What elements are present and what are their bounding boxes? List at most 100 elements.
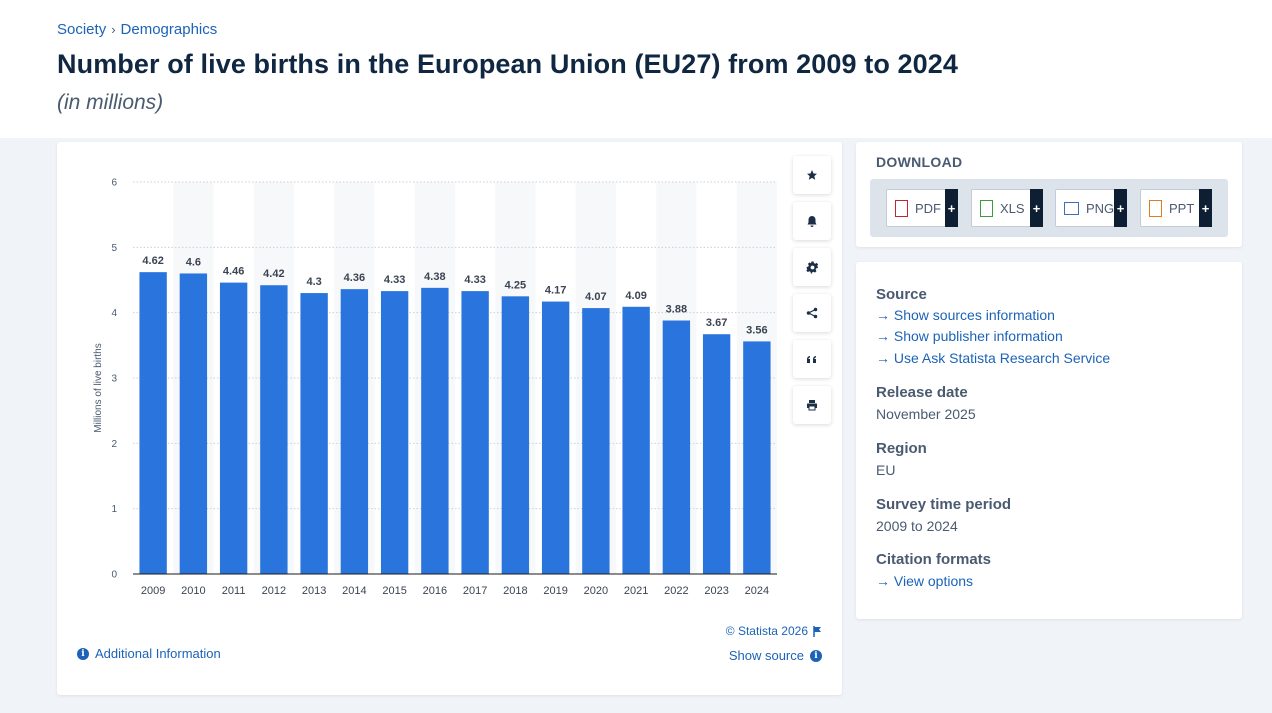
bar (139, 272, 167, 574)
bar (380, 291, 409, 574)
download-ppt-button[interactable]: PPT + (1140, 189, 1212, 227)
x-tick-label: 2014 (342, 585, 366, 597)
pdf-plus-icon: + (945, 189, 958, 227)
bar (582, 308, 610, 574)
y-tick-label: 1 (111, 504, 117, 515)
data-label: 4.3 (306, 276, 321, 288)
copyright-text: © Statista 2026 (725, 624, 808, 638)
x-tick-label: 2011 (222, 585, 246, 597)
data-label: 4.42 (263, 268, 284, 280)
share-button[interactable] (793, 294, 831, 332)
y-tick-label: 4 (111, 308, 117, 319)
show-sources-label: Show sources information (893, 307, 1055, 323)
x-tick-label: 2017 (463, 585, 487, 597)
download-card: DOWNLOAD PDF + XLS + PNG + PPT + (856, 142, 1242, 247)
x-tick-label: 2016 (423, 585, 447, 597)
x-tick-label: 2022 (664, 585, 688, 597)
bar (501, 296, 530, 574)
info-card: Source → Show sources information → Show… (856, 262, 1242, 619)
data-label: 4.62 (142, 255, 163, 267)
page-title: Number of live births in the European Un… (57, 49, 958, 79)
x-tick-label: 2019 (543, 585, 567, 597)
breadcrumb-demographics[interactable]: Demographics (120, 21, 218, 38)
cite-button[interactable] (793, 340, 831, 378)
info-icon: i (810, 649, 822, 662)
bar (340, 289, 369, 574)
bar (219, 282, 248, 574)
gear-icon (805, 261, 818, 273)
pdf-file-icon (895, 199, 908, 217)
bar (622, 306, 650, 574)
arrow-right-icon: → (876, 307, 890, 323)
x-tick-label: 2015 (382, 585, 406, 597)
x-tick-label: 2021 (624, 585, 648, 597)
favorite-button[interactable] (793, 156, 831, 194)
x-tick-label: 2023 (704, 585, 728, 597)
release-heading: Release date (876, 384, 968, 401)
source-heading: Source (876, 286, 927, 303)
bar-chart: 0 1 2 3 4 5 6 4.62 2009 4.6 2010 4.46 2011 4.42 2012 4.… (93, 178, 777, 597)
download-png-button[interactable]: PNG + (1055, 189, 1127, 227)
xls-file-icon (980, 199, 993, 217)
download-buttons: PDF + XLS + PNG + PPT + (870, 179, 1228, 237)
download-pdf-button[interactable]: PDF + (886, 189, 958, 227)
arrow-right-icon: → (876, 573, 890, 589)
ask-statista-link[interactable]: → Use Ask Statista Research Service (876, 350, 1110, 366)
y-tick-label: 5 (111, 243, 117, 254)
ppt-plus-icon: + (1199, 189, 1212, 227)
print-button[interactable] (793, 386, 831, 424)
additional-info-link[interactable]: i Additional Information (77, 646, 221, 661)
data-label: 4.07 (585, 291, 606, 303)
data-label: 4.09 (625, 290, 646, 302)
release-value: November 2025 (876, 406, 976, 422)
bar (461, 291, 489, 574)
bell-icon (807, 215, 817, 227)
png-file-icon (1064, 201, 1079, 215)
x-tick-label: 2024 (745, 585, 769, 597)
info-icon: i (77, 647, 89, 660)
breadcrumb-society[interactable]: Society (57, 21, 107, 38)
region-value: EU (876, 462, 896, 478)
arrow-right-icon: → (876, 350, 890, 366)
download-xls-label: XLS (1000, 200, 1025, 216)
survey-value: 2009 to 2024 (876, 518, 958, 534)
print-icon (807, 400, 817, 411)
show-source-label: Show source (728, 648, 804, 663)
data-label: 4.38 (424, 271, 445, 283)
arrow-right-icon: → (876, 328, 890, 344)
y-tick-label: 6 (111, 178, 117, 189)
y-tick-label: 0 (111, 570, 117, 581)
data-label: 3.56 (746, 324, 767, 336)
download-pdf-label: PDF (915, 200, 941, 216)
view-options-link[interactable]: → View options (876, 573, 973, 589)
survey-heading: Survey time period (876, 496, 1012, 513)
settings-button[interactable] (793, 248, 831, 286)
download-png-label: PNG (1086, 200, 1115, 216)
quote-icon (807, 356, 816, 363)
download-xls-button[interactable]: XLS + (971, 189, 1043, 227)
x-tick-label: 2012 (262, 585, 286, 597)
x-tick-label: 2018 (503, 585, 527, 597)
breadcrumb-separator: › (111, 22, 116, 37)
ppt-file-icon (1149, 199, 1162, 217)
additional-info-label: Additional Information (95, 646, 221, 661)
y-tick-label: 3 (111, 374, 117, 385)
bar (300, 293, 328, 574)
y-tick-label: 2 (111, 439, 117, 450)
x-tick-label: 2020 (584, 585, 608, 597)
x-tick-label: 2009 (141, 585, 165, 597)
notification-button[interactable] (793, 202, 831, 240)
header-area: Society › Demographics Number of live bi… (0, 0, 1272, 138)
bar (743, 341, 771, 574)
share-icon (806, 307, 818, 319)
data-label: 4.36 (344, 272, 365, 284)
show-publisher-link[interactable]: → Show publisher information (876, 328, 1063, 344)
show-sources-link[interactable]: → Show sources information (876, 307, 1055, 323)
show-source-link[interactable]: Show source i (729, 648, 822, 663)
chart-card: 0 1 2 3 4 5 6 4.62 2009 4.6 2010 4.46 2011 4.42 2012 4.… (57, 142, 842, 695)
flag-icon[interactable] (813, 625, 822, 637)
png-plus-icon: + (1114, 189, 1127, 227)
chart-toolbar (793, 156, 831, 432)
data-label: 4.46 (223, 266, 244, 278)
region-heading: Region (876, 440, 927, 457)
